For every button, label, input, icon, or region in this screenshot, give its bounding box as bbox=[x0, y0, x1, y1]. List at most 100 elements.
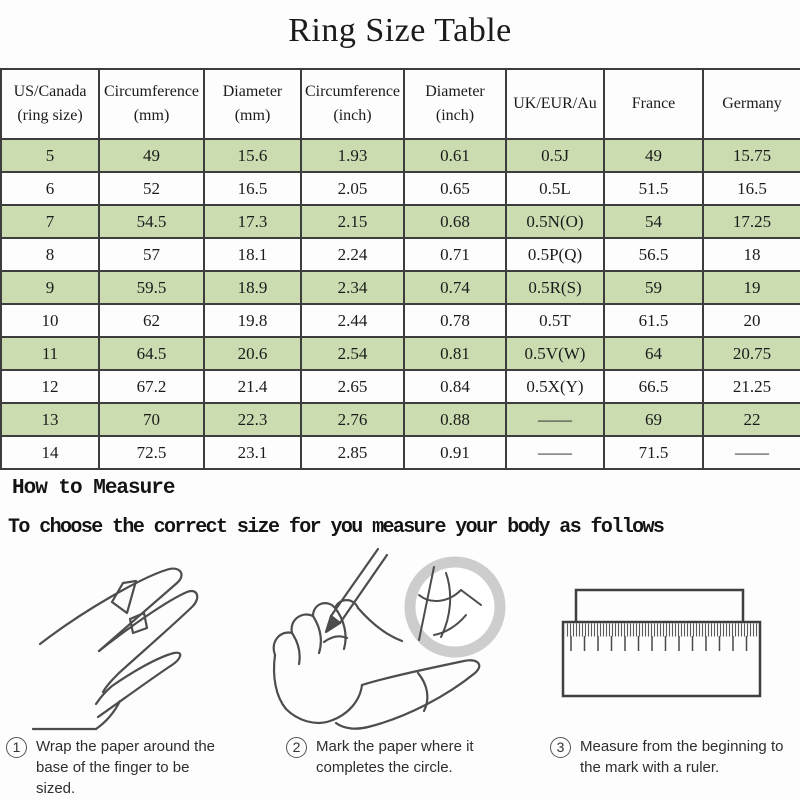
table-cell: 2.05 bbox=[300, 171, 405, 206]
column-header: Circumference (inch) bbox=[300, 68, 405, 140]
table-cell: 2.15 bbox=[300, 204, 405, 239]
table-row: 8 57 18.1 2.24 0.71 0.5P(Q) 56.5 18 bbox=[0, 237, 800, 272]
table-cell: 2.76 bbox=[300, 402, 405, 437]
table-cell: 11 bbox=[0, 336, 100, 371]
table-cell: 67.2 bbox=[98, 369, 205, 404]
step-number-circle: 1 bbox=[6, 737, 27, 758]
table-cell: 17.25 bbox=[702, 204, 800, 239]
table-cell: 64.5 bbox=[98, 336, 205, 371]
table-cell: 19.8 bbox=[203, 303, 302, 338]
table-cell: —— bbox=[702, 435, 800, 470]
measure-step-2: 2 Mark the paper where it completes the c… bbox=[286, 736, 501, 778]
ring-size-table: US/Canada (ring size) Circumference (mm) Dia… bbox=[0, 68, 800, 470]
ruler-illustration bbox=[561, 588, 762, 698]
table-cell: 56.5 bbox=[603, 237, 704, 272]
table-cell: 0.5L bbox=[505, 171, 605, 206]
measure-step-1: 1 Wrap the paper around the base of the f… bbox=[6, 736, 231, 799]
mark-paper-illustration bbox=[272, 547, 506, 730]
table-cell: 69 bbox=[603, 402, 704, 437]
table-cell: 13 bbox=[0, 402, 100, 437]
table-cell: 0.65 bbox=[403, 171, 507, 206]
table-cell: 15.75 bbox=[702, 138, 800, 173]
table-cell: 19 bbox=[702, 270, 800, 305]
table-cell: 12 bbox=[0, 369, 100, 404]
table-cell: 20.75 bbox=[702, 336, 800, 371]
how-to-measure-subtitle: To choose the correct size for you measu… bbox=[8, 516, 665, 539]
table-cell: 23.1 bbox=[203, 435, 302, 470]
table-cell: 0.74 bbox=[403, 270, 507, 305]
table-cell: 22 bbox=[702, 402, 800, 437]
step-number-circle: 3 bbox=[550, 737, 571, 758]
table-cell: 0.5T bbox=[505, 303, 605, 338]
table-cell: 2.24 bbox=[300, 237, 405, 272]
table-cell: 49 bbox=[603, 138, 704, 173]
table-cell: 0.5R(S) bbox=[505, 270, 605, 305]
table-cell: 49 bbox=[98, 138, 205, 173]
table-cell: 0.84 bbox=[403, 369, 507, 404]
ruler-ticks bbox=[570, 636, 748, 651]
table-cell: 0.61 bbox=[403, 138, 507, 173]
table-cell: 5 bbox=[0, 138, 100, 173]
table-cell: 22.3 bbox=[203, 402, 302, 437]
table-cell: 8 bbox=[0, 237, 100, 272]
table-cell: 72.5 bbox=[98, 435, 205, 470]
table-cell: 57 bbox=[98, 237, 205, 272]
column-header: Germany bbox=[702, 68, 800, 140]
table-row: 6 52 16.5 2.05 0.65 0.5L 51.5 16.5 bbox=[0, 171, 800, 206]
table-row: 10 62 19.8 2.44 0.78 0.5T 61.5 20 bbox=[0, 303, 800, 338]
table-row: 11 64.5 20.6 2.54 0.81 0.5V(W) 64 20.75 bbox=[0, 336, 800, 371]
table-row: 12 67.2 21.4 2.65 0.84 0.5X(Y) 66.5 21.25 bbox=[0, 369, 800, 404]
page-title: Ring Size Table bbox=[288, 12, 512, 49]
magnifier-circle bbox=[404, 556, 506, 658]
table-body: 5 49 15.6 1.93 0.61 0.5J 49 15.75 6 52 16.5 2.05 0.6… bbox=[0, 138, 800, 470]
table-cell: 54 bbox=[603, 204, 704, 239]
step-text: Mark the paper where it completes the ci… bbox=[316, 738, 474, 776]
step-text: Measure from the beginning to the mark w… bbox=[580, 738, 784, 776]
table-cell: 7 bbox=[0, 204, 100, 239]
table-header-row: US/Canada (ring size) Circumference (mm) Dia… bbox=[0, 68, 800, 140]
table-cell: 6 bbox=[0, 171, 100, 206]
table-row: 14 72.5 23.1 2.85 0.91 —— 71.5 —— bbox=[0, 435, 800, 470]
step-number-circle: 2 bbox=[286, 737, 307, 758]
table-cell: 0.81 bbox=[403, 336, 507, 371]
measure-step-3: 3 Measure from the beginning to the mark … bbox=[550, 736, 795, 778]
table-cell: 54.5 bbox=[98, 204, 205, 239]
table-row: 5 49 15.6 1.93 0.61 0.5J 49 15.75 bbox=[0, 138, 800, 173]
table-cell: 2.44 bbox=[300, 303, 405, 338]
table-cell: 18.9 bbox=[203, 270, 302, 305]
hand-wrap-illustration bbox=[31, 567, 199, 731]
table-cell: 16.5 bbox=[702, 171, 800, 206]
column-header: Diameter (mm) bbox=[203, 68, 302, 140]
table-cell: 1.93 bbox=[300, 138, 405, 173]
column-header: Diameter (inch) bbox=[403, 68, 507, 140]
table-cell: 15.6 bbox=[203, 138, 302, 173]
step-text: Wrap the paper around the base of the fi… bbox=[36, 738, 216, 797]
column-header: Circumference (mm) bbox=[98, 68, 205, 140]
table-header: US/Canada (ring size) Circumference (mm) Dia… bbox=[0, 68, 800, 140]
table-cell: —— bbox=[505, 435, 605, 470]
table-cell: 20 bbox=[702, 303, 800, 338]
column-header: France bbox=[603, 68, 704, 140]
table-cell: 70 bbox=[98, 402, 205, 437]
table-row: 13 70 22.3 2.76 0.88 —— 69 22 bbox=[0, 402, 800, 437]
table-cell: 2.34 bbox=[300, 270, 405, 305]
table-cell: 14 bbox=[0, 435, 100, 470]
table-cell: 0.78 bbox=[403, 303, 507, 338]
table-cell: 64 bbox=[603, 336, 704, 371]
table-row: 7 54.5 17.3 2.15 0.68 0.5N(O) 54 17.25 bbox=[0, 204, 800, 239]
table-cell: 0.5V(W) bbox=[505, 336, 605, 371]
column-header: US/Canada (ring size) bbox=[0, 68, 100, 140]
table-cell: 0.5P(Q) bbox=[505, 237, 605, 272]
table-cell: 52 bbox=[98, 171, 205, 206]
table-cell: 66.5 bbox=[603, 369, 704, 404]
table-cell: 18 bbox=[702, 237, 800, 272]
table-cell: 17.3 bbox=[203, 204, 302, 239]
table-cell: 0.5N(O) bbox=[505, 204, 605, 239]
table-cell: 0.5J bbox=[505, 138, 605, 173]
table-cell: 2.85 bbox=[300, 435, 405, 470]
table-cell: 59 bbox=[603, 270, 704, 305]
table-cell: 10 bbox=[0, 303, 100, 338]
table-cell: 61.5 bbox=[603, 303, 704, 338]
table-cell: 0.71 bbox=[403, 237, 507, 272]
table-cell: 0.91 bbox=[403, 435, 507, 470]
